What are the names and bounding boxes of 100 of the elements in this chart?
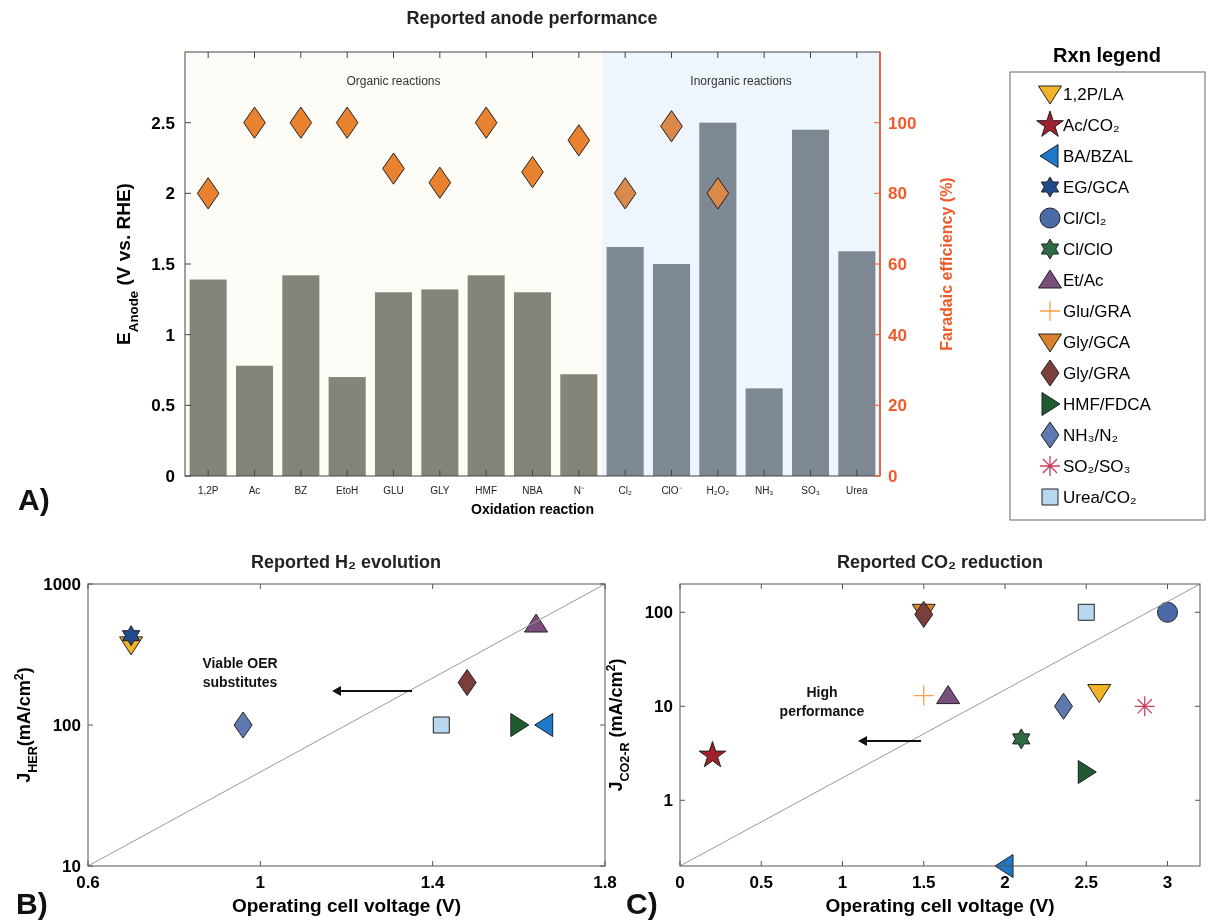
- y-tick-label: 100: [644, 603, 673, 623]
- legend-label: BA/BZAL: [1063, 147, 1133, 166]
- legend-label: Cl/Cl₂: [1063, 209, 1107, 228]
- point: [534, 713, 554, 737]
- text: C): [626, 887, 658, 920]
- x-tick-label: SO₃: [801, 485, 820, 496]
- x-axis-title: Operating cell voltage (V): [231, 895, 462, 916]
- x-tick-label: 1.5: [911, 873, 936, 892]
- bar: [374, 292, 413, 476]
- point: [994, 854, 1014, 878]
- x-axis-title: Operating cell voltage (V): [825, 895, 1055, 916]
- legend-label: Cl/ClO: [1063, 240, 1114, 259]
- bar: [282, 275, 320, 476]
- y-tick-label: 1.5: [151, 255, 175, 274]
- text: B): [16, 887, 48, 920]
- x-tick-label: 0: [675, 873, 685, 892]
- bar: [652, 264, 691, 476]
- band-label: Inorganic reactions: [690, 74, 792, 88]
- legend-label: EG/GCA: [1063, 178, 1130, 197]
- point: [121, 625, 141, 647]
- y2-axis-title: Faradaic efficiency (%): [938, 177, 955, 351]
- y2-tick-label: 100: [888, 113, 917, 133]
- x-tick-label: 0.5: [749, 873, 774, 892]
- y2-tick-label: 80: [888, 184, 907, 204]
- x-tick-label: 1,2P: [197, 485, 219, 496]
- point: [233, 711, 253, 739]
- y-tick-label: 1000: [43, 575, 81, 594]
- legend-label: Et/Ac: [1063, 271, 1105, 290]
- x-tick-label: GLU: [383, 485, 404, 496]
- point: [428, 166, 452, 199]
- x-tick-label: Urea: [845, 485, 869, 496]
- point: [613, 177, 637, 210]
- point: [936, 685, 961, 705]
- legend-label: 1,2P/LA: [1063, 85, 1125, 104]
- x-tick-label: 1: [837, 873, 848, 892]
- band-label: Organic reactions: [346, 74, 441, 88]
- x-tick-label: 2: [1000, 873, 1010, 892]
- legend-label: Gly/GRA: [1063, 364, 1131, 383]
- y2-tick-label: 40: [888, 325, 907, 345]
- point: [289, 106, 313, 139]
- point: [510, 713, 530, 737]
- point: [1157, 601, 1178, 623]
- legend-label: HMF/FDCA: [1063, 395, 1152, 414]
- point: [706, 177, 730, 210]
- x-tick-label: 0.6: [76, 873, 100, 892]
- bar: [189, 279, 227, 476]
- y-tick-label: 2: [165, 184, 175, 204]
- bar: [745, 388, 783, 476]
- x-tick-label: NBA: [522, 485, 544, 496]
- legend-label: SO₂/SO₃: [1063, 457, 1131, 476]
- point: [474, 106, 498, 139]
- x-tick-label: BZ: [294, 485, 308, 496]
- x-axis-title: Oxidation reaction: [471, 501, 594, 517]
- bar: [791, 129, 830, 476]
- point: [335, 106, 359, 139]
- bar: [838, 251, 876, 476]
- y2-tick-label: 20: [888, 396, 907, 416]
- x-tick-label: 3: [1162, 873, 1173, 892]
- point: [432, 716, 450, 734]
- bar: [235, 365, 274, 476]
- annotation: High performance: [779, 684, 865, 719]
- bar: [467, 275, 505, 476]
- point: [196, 177, 220, 210]
- point: [1077, 760, 1097, 784]
- chart-title: Reported CO₂ reduction: [836, 552, 1044, 572]
- text: A): [18, 483, 50, 516]
- point: [567, 124, 591, 157]
- point: [913, 684, 935, 707]
- point: [524, 613, 549, 633]
- x-tick-label: GLY: [430, 485, 450, 496]
- annotation: Viable OER substitutes: [202, 655, 278, 690]
- point: [457, 669, 477, 697]
- bar: [328, 377, 366, 476]
- x-tick-label: ClO⁻: [661, 485, 683, 496]
- bar: [513, 292, 552, 476]
- x-tick-label: N⁻: [573, 485, 585, 496]
- y-tick-label: 1: [165, 325, 175, 345]
- x-tick-label: 2.5: [1074, 873, 1099, 892]
- point: [698, 740, 727, 768]
- y-tick-label: 10: [62, 857, 81, 876]
- y-tick-label: 100: [52, 716, 81, 735]
- bar: [560, 374, 598, 476]
- point: [1087, 684, 1112, 704]
- chart-title: Reported H₂ evolution: [250, 552, 442, 572]
- bar: [606, 247, 644, 476]
- point: [914, 600, 934, 628]
- bar: [421, 289, 459, 476]
- y2-tick-label: 60: [888, 255, 907, 274]
- x-tick-label: Cl₂: [618, 485, 632, 496]
- legend-label: Gly/GCA: [1063, 333, 1131, 352]
- y-tick-label: 2.5: [151, 113, 175, 133]
- x-tick-label: HMF: [475, 485, 497, 496]
- y-tick-label: 1: [663, 791, 673, 811]
- legend-label: Urea/CO₂: [1063, 488, 1137, 507]
- x-tick-label: 1: [255, 873, 266, 892]
- x-tick-label: H₂O₂: [706, 485, 730, 496]
- legend-label: Ac/CO₂: [1063, 116, 1120, 135]
- chart-title: Reported anode performance: [406, 8, 658, 28]
- x-tick-label: 1.4: [420, 873, 446, 892]
- x-tick-label: NH₃: [754, 485, 774, 496]
